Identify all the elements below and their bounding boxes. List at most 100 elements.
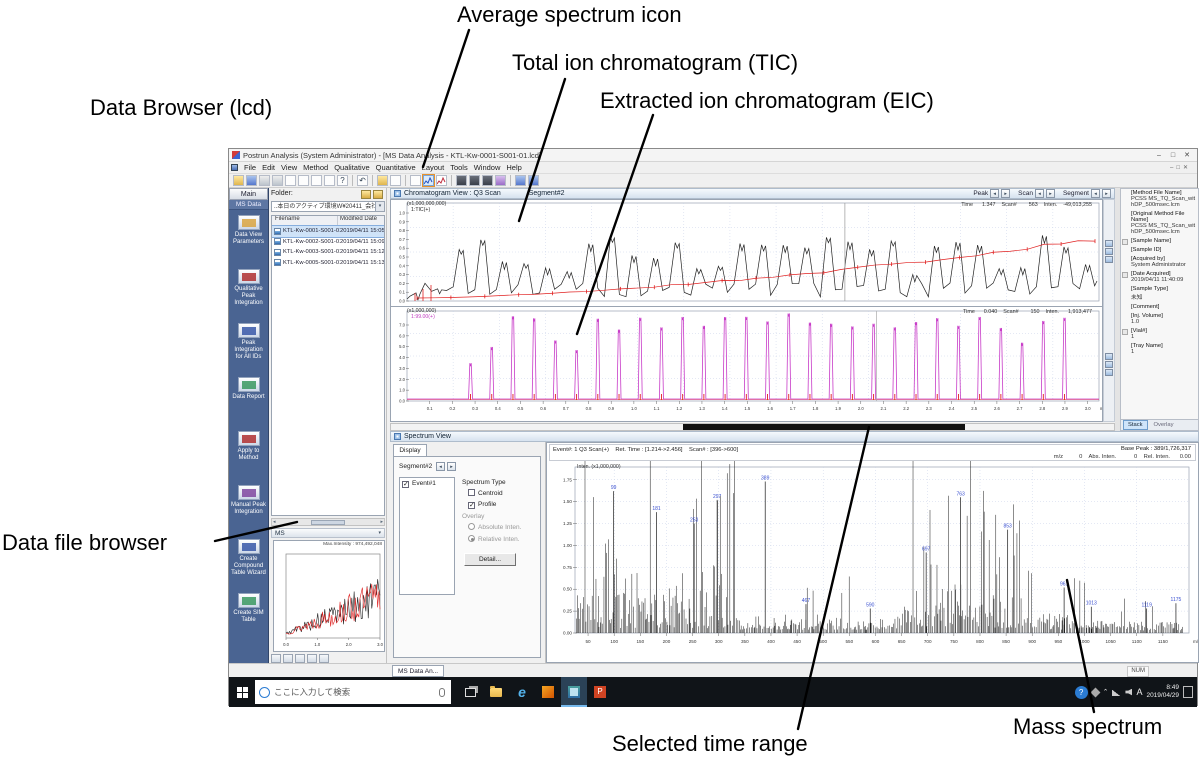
- folder-up-icon[interactable]: [361, 190, 371, 199]
- zoom-out-icon[interactable]: [1105, 248, 1113, 255]
- sidebar-item-qualitative-peak-integration[interactable]: Qualitative Peak Integration: [229, 264, 268, 318]
- close-button[interactable]: ✕: [1184, 152, 1190, 159]
- window-layout-icon[interactable]: [324, 175, 335, 186]
- file-row[interactable]: KTL-Kw-0005-S001-01 2019/04/11 15:13: [272, 258, 384, 269]
- zoom-reset-icon[interactable]: [1105, 256, 1113, 263]
- event-list-item[interactable]: ✓ Event#1: [402, 480, 452, 488]
- network-icon[interactable]: [1112, 688, 1122, 696]
- file-row[interactable]: KTL-Kw-0001-S001-01 2019/04/11 15:05: [272, 225, 384, 238]
- volume-icon[interactable]: [1125, 688, 1133, 696]
- menu-file[interactable]: File: [244, 163, 257, 172]
- scan-prev-icon[interactable]: ◂: [1034, 189, 1044, 198]
- pen-icon[interactable]: [1090, 687, 1101, 697]
- microphone-icon[interactable]: [439, 687, 445, 697]
- open-icon[interactable]: [233, 175, 244, 186]
- preview-tool-icon[interactable]: [319, 654, 329, 663]
- sidebar-item-manual-peak-integration[interactable]: Manual Peak Integration: [229, 480, 268, 534]
- print-icon[interactable]: [259, 175, 270, 186]
- taskbar-app-file-explorer[interactable]: [483, 677, 509, 707]
- menu-tools[interactable]: Tools: [450, 163, 468, 172]
- sidebar-item-create-compound-table-wizard[interactable]: Create Compound Table Wizard: [229, 534, 268, 588]
- tab-stack[interactable]: Stack: [1123, 420, 1148, 430]
- zoom-in-icon[interactable]: [1105, 240, 1113, 247]
- scan-next-icon[interactable]: ▸: [1045, 189, 1055, 198]
- sidebar-item-peak-integration-for-all-ids[interactable]: Peak Integration for All IDs: [229, 318, 268, 372]
- scroll-right-icon[interactable]: ▸: [380, 519, 383, 525]
- ms-calculator-icon[interactable]: [482, 175, 493, 186]
- help-icon[interactable]: ?: [337, 175, 348, 186]
- zoom-out-icon[interactable]: [1105, 361, 1113, 368]
- file-row[interactable]: KTL-Kw-0003-S001-01 2019/04/11 15:12: [272, 247, 384, 258]
- taskbar-clock[interactable]: 8:49 2019/04/29: [1146, 684, 1179, 700]
- settings-icon[interactable]: [495, 175, 506, 186]
- peak-next-icon[interactable]: ▸: [1001, 189, 1011, 198]
- taskbar-search-input[interactable]: [270, 687, 439, 697]
- event-checkbox[interactable]: ✓: [402, 481, 409, 488]
- search-icon[interactable]: [311, 175, 322, 186]
- peak-prev-icon[interactable]: ◂: [990, 189, 1000, 198]
- folder-path-dropdown[interactable]: ..本日のアクティブ環境W¥20411_会社基準 ▾: [271, 201, 385, 212]
- maximize-button[interactable]: □: [1170, 151, 1176, 159]
- method-view-icon[interactable]: [377, 175, 388, 186]
- tab-display[interactable]: Display: [393, 444, 427, 456]
- menu-help[interactable]: Help: [506, 163, 522, 172]
- event-list[interactable]: ✓ Event#1: [399, 477, 455, 595]
- preview-tool-icon[interactable]: [295, 654, 305, 663]
- taskbar-search[interactable]: [255, 680, 451, 704]
- folder-browse-icon[interactable]: [373, 190, 383, 199]
- centroid-option[interactable]: Centroid: [468, 489, 542, 497]
- panel-splitter[interactable]: [1115, 188, 1120, 431]
- panel-icon[interactable]: [394, 190, 401, 197]
- tab-overlay[interactable]: Overlay: [1153, 422, 1174, 428]
- chevron-up-icon[interactable]: ⌃: [1102, 689, 1109, 696]
- segment-prev-icon[interactable]: ◂: [436, 462, 446, 471]
- peak-integration-icon[interactable]: [456, 175, 467, 186]
- tic-chart[interactable]: 1.0 0.9 0.8 0.7 0.6 0.5 0.4 0.3 0.2 0.1 0.0 (x1,00…: [390, 199, 1103, 307]
- menu-edit[interactable]: Edit: [262, 163, 276, 172]
- mass-spectrum-chart[interactable]: 1.75 1.50 1.25 1.00 0.75 0.50 0.25 0.00 99 181 253…: [549, 415, 1200, 662]
- taskbar-app-photos[interactable]: [561, 677, 587, 707]
- layout-wide-icon[interactable]: [528, 175, 539, 186]
- sidebar-item-data-report[interactable]: Data Report: [229, 372, 268, 426]
- segment-prev-icon[interactable]: ◂: [1091, 189, 1100, 198]
- centroid-checkbox[interactable]: [468, 489, 475, 496]
- segment-next-icon[interactable]: ▸: [447, 462, 457, 471]
- selected-time-range-bar[interactable]: [682, 424, 966, 430]
- scroll-left-icon[interactable]: ◂: [273, 519, 276, 525]
- copy-icon[interactable]: [285, 175, 296, 186]
- save-icon[interactable]: [246, 175, 257, 186]
- column-modified-date[interactable]: Modified Date: [340, 216, 378, 222]
- taskbar-app-powerpoint[interactable]: P: [587, 677, 613, 707]
- profile-option[interactable]: ✓ Profile: [468, 501, 542, 509]
- zoom-reset-icon[interactable]: [1105, 369, 1113, 376]
- scrollbar-thumb[interactable]: [311, 519, 345, 525]
- preview-tool-icon[interactable]: [283, 654, 293, 663]
- mdi-window-controls[interactable]: –□✕: [1170, 165, 1191, 171]
- profile-checkbox[interactable]: ✓: [468, 502, 475, 509]
- file-table-header[interactable]: Filename Modified Date: [272, 216, 384, 226]
- sidebar-tab-main[interactable]: Main: [229, 188, 268, 200]
- column-filename[interactable]: Filename: [272, 216, 338, 225]
- paste-icon[interactable]: [298, 175, 309, 186]
- taskbar-app-task-view[interactable]: [457, 677, 483, 707]
- menu-layout[interactable]: Layout: [421, 163, 445, 172]
- detail-button[interactable]: Detail...: [464, 553, 516, 566]
- time-range-scrollbar[interactable]: [390, 423, 1115, 431]
- taskbar-app-edge[interactable]: e: [509, 677, 535, 707]
- eic-chart[interactable]: 7.0 6.0 5.0 4.0 3.0 2.0 1.0 0.0 0.1 0.2 0.3 0.4 0.5 0…: [390, 307, 1107, 422]
- sidebar-item-create-sim-table[interactable]: Create SIM Table: [229, 588, 268, 642]
- average-spectrum-icon[interactable]: [422, 174, 435, 187]
- preview-tool-icon[interactable]: [307, 654, 317, 663]
- menu-method[interactable]: Method: [303, 163, 329, 172]
- data-report-icon[interactable]: [390, 175, 401, 186]
- preview-group-header[interactable]: MS ▾: [271, 528, 385, 538]
- start-button[interactable]: [229, 677, 255, 707]
- menu-view[interactable]: View: [281, 163, 298, 172]
- menu-window[interactable]: Window: [473, 163, 501, 172]
- compare-spectrum-icon[interactable]: [436, 175, 447, 186]
- cortana-icon[interactable]: [259, 686, 270, 698]
- layout-normal-icon[interactable]: [515, 175, 526, 186]
- sidebar-item-apply-to-method[interactable]: Apply to Method: [229, 426, 268, 480]
- preview-tool-icon[interactable]: [271, 654, 281, 663]
- mass-spectrum-panel[interactable]: Event#: 1 Q3 Scan(+) Ret. Time : [1.214-…: [546, 415, 1200, 663]
